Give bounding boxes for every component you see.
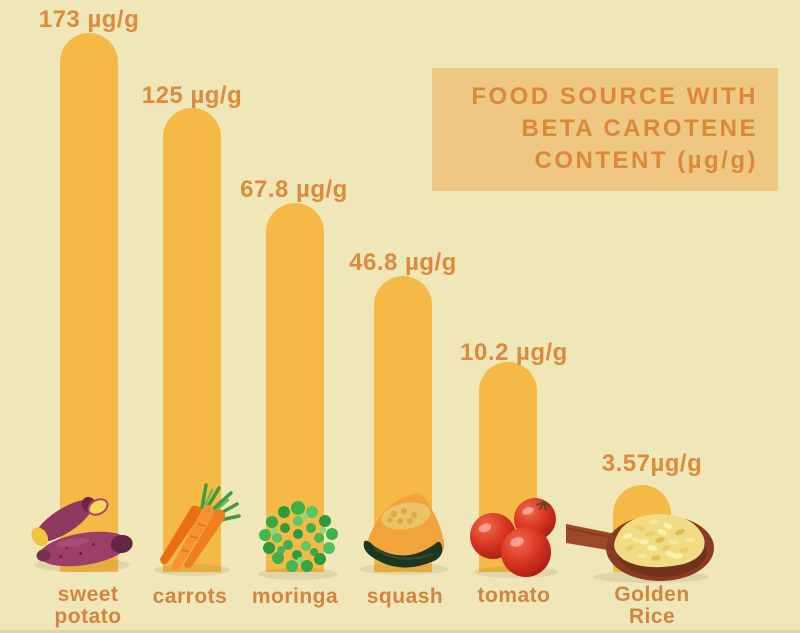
value-label-moringa: 67.8 µg/g xyxy=(240,176,348,203)
value-label-golden-rice: 3.57µg/g xyxy=(601,450,703,477)
value-label-sweet-potato: 173 µg/g xyxy=(38,6,140,33)
carrots-image xyxy=(154,483,241,576)
bottom-edge-line xyxy=(0,630,800,633)
value-label-tomato: 10.2 µg/g xyxy=(460,339,568,366)
chart-title-line3: CONTENT (µg/g) xyxy=(534,147,758,174)
chart-title-line2: BETA CAROTENE xyxy=(521,115,758,142)
bar-carrots xyxy=(163,108,221,572)
moringa-image xyxy=(258,501,338,580)
squash-image xyxy=(360,493,448,575)
tomato-image xyxy=(470,498,558,578)
golden-rice-image xyxy=(566,514,714,583)
category-label-squash: squash xyxy=(366,585,444,608)
category-label-carrots: carrots xyxy=(152,585,228,608)
bar-sweet-potato xyxy=(60,33,118,572)
category-label-sweet-potato: sweet potato xyxy=(54,583,122,628)
value-label-carrots: 125 µg/g xyxy=(141,82,243,109)
category-label-moringa: moringa xyxy=(251,585,339,608)
chart-title: FOOD SOURCE WITH BETA CAROTENE CONTENT (… xyxy=(432,68,778,191)
value-label-squash: 46.8 µg/g xyxy=(349,249,457,276)
category-label-golden-rice: Golden Rice xyxy=(614,583,690,628)
sweet-potato-image xyxy=(31,496,133,572)
category-label-tomato: tomato xyxy=(477,584,551,607)
chart-title-line1: FOOD SOURCE WITH xyxy=(471,83,758,110)
